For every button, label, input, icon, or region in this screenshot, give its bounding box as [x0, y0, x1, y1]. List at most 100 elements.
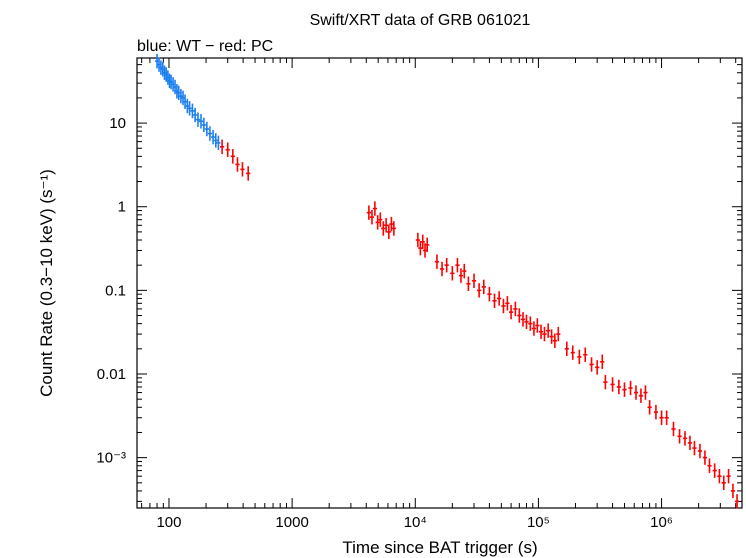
pc-data-point: [622, 382, 627, 397]
pc-data-point: [455, 257, 460, 273]
y-tick-label: 0.01: [97, 366, 126, 383]
pc-data-point: [471, 273, 477, 289]
pc-data-point: [517, 308, 522, 323]
plot-frame: [136, 57, 743, 509]
pc-data-point: [462, 263, 467, 279]
pc-data-point: [391, 221, 396, 236]
pc-data-point: [508, 304, 514, 320]
pc-data-point: [520, 312, 526, 327]
pc-data-point: [524, 314, 529, 330]
x-tick-label: 100: [156, 514, 181, 531]
pc-data-point: [378, 212, 383, 227]
chart-title: Swift/XRT data of GRB 061021: [310, 12, 531, 29]
wt-data-point: [198, 114, 204, 129]
pc-data-point: [538, 324, 544, 339]
wt-data-point: [213, 133, 218, 148]
pc-data-point: [638, 388, 644, 403]
pc-data-point: [535, 318, 540, 333]
wt-data-point: [190, 103, 195, 119]
pc-data-point: [610, 377, 615, 392]
pc-data-point: [230, 149, 235, 164]
pc-data-point: [386, 224, 391, 240]
x-axis-label: Time since BAT trigger (s): [342, 538, 537, 557]
pc-data-point: [481, 279, 486, 295]
pc-data-point: [444, 257, 449, 273]
pc-data-point: [420, 234, 425, 250]
pc-data-point: [552, 333, 557, 348]
pc-data-point: [682, 431, 688, 446]
pc-data-point: [570, 345, 575, 360]
pc-data-point: [450, 266, 455, 281]
pc-data-point: [415, 232, 420, 248]
wt-data-point: [187, 101, 192, 116]
pc-data-point: [497, 291, 502, 306]
pc-data-point: [603, 374, 608, 390]
wt-data-point: [207, 126, 213, 141]
pc-data-point: [439, 261, 445, 277]
series-wt: [154, 53, 221, 151]
y-tick-labels: 10 1 0.1 0.01 10⁻³: [96, 115, 126, 467]
pc-data-point: [505, 296, 510, 311]
pc-data-point: [235, 157, 240, 172]
pc-data-point: [734, 494, 740, 509]
pc-data-point: [384, 218, 389, 233]
pc-data-point: [372, 201, 377, 216]
wt-data-point: [210, 129, 216, 145]
pc-data-point: [600, 354, 605, 369]
pc-data-point: [647, 400, 652, 415]
x-tick-label: 10⁵: [527, 514, 550, 531]
y-tick-label: 1: [118, 199, 126, 216]
pc-data-point: [721, 475, 726, 491]
wt-data-point: [193, 107, 198, 123]
pc-data-point: [687, 435, 693, 451]
pc-data-point: [389, 216, 394, 232]
pc-data-point: [677, 429, 682, 444]
x-tick-labels: 100 1000 10⁴ 10⁵ 10⁶: [156, 514, 673, 531]
pc-data-point: [564, 341, 569, 357]
major-ticks: [137, 58, 742, 508]
pc-data-point: [528, 316, 533, 331]
pc-data-point: [702, 450, 708, 465]
chart-subtitle: blue: WT − red: PC: [137, 38, 273, 55]
y-tick-label: 10: [109, 115, 126, 132]
pc-data-point: [556, 326, 561, 342]
pc-data-point: [707, 458, 712, 473]
pc-data-point: [664, 410, 669, 425]
pc-data-point: [225, 142, 230, 157]
pc-data-point: [487, 286, 492, 302]
wt-data-point: [182, 94, 188, 109]
pc-data-point: [633, 385, 639, 400]
x-tick-label: 10⁶: [650, 514, 673, 531]
pc-data-point: [577, 349, 582, 365]
series-pc: [219, 139, 740, 509]
pc-data-point: [369, 209, 375, 225]
pc-data-point: [595, 360, 600, 375]
pc-data-point: [628, 380, 633, 396]
pc-data-point: [549, 329, 554, 344]
pc-data-point: [458, 268, 464, 283]
y-axis-label: Count Rate (0.3−10 keV) (s⁻¹): [37, 169, 56, 397]
pc-data-point: [501, 298, 506, 314]
pc-data-point: [730, 483, 736, 499]
pc-data-point: [643, 385, 648, 400]
pc-data-point: [434, 254, 440, 269]
pc-data-point: [671, 421, 676, 437]
wt-data-point: [185, 98, 190, 114]
pc-data-point: [697, 443, 703, 459]
pc-data-point: [466, 276, 471, 291]
pc-data-point: [726, 468, 731, 484]
pc-data-point: [366, 205, 371, 220]
pc-data-point: [616, 379, 621, 395]
pc-data-point: [492, 293, 497, 309]
pc-data-point: [583, 347, 588, 362]
minor-ticks: [137, 57, 742, 508]
pc-data-point: [425, 237, 430, 253]
wt-data-point: [204, 121, 209, 137]
pc-data-point: [542, 326, 547, 342]
pc-data-point: [712, 463, 717, 478]
pc-data-point: [219, 139, 225, 155]
wt-data-point: [201, 117, 206, 133]
pc-data-point: [692, 440, 697, 456]
pc-data-point: [653, 404, 659, 420]
